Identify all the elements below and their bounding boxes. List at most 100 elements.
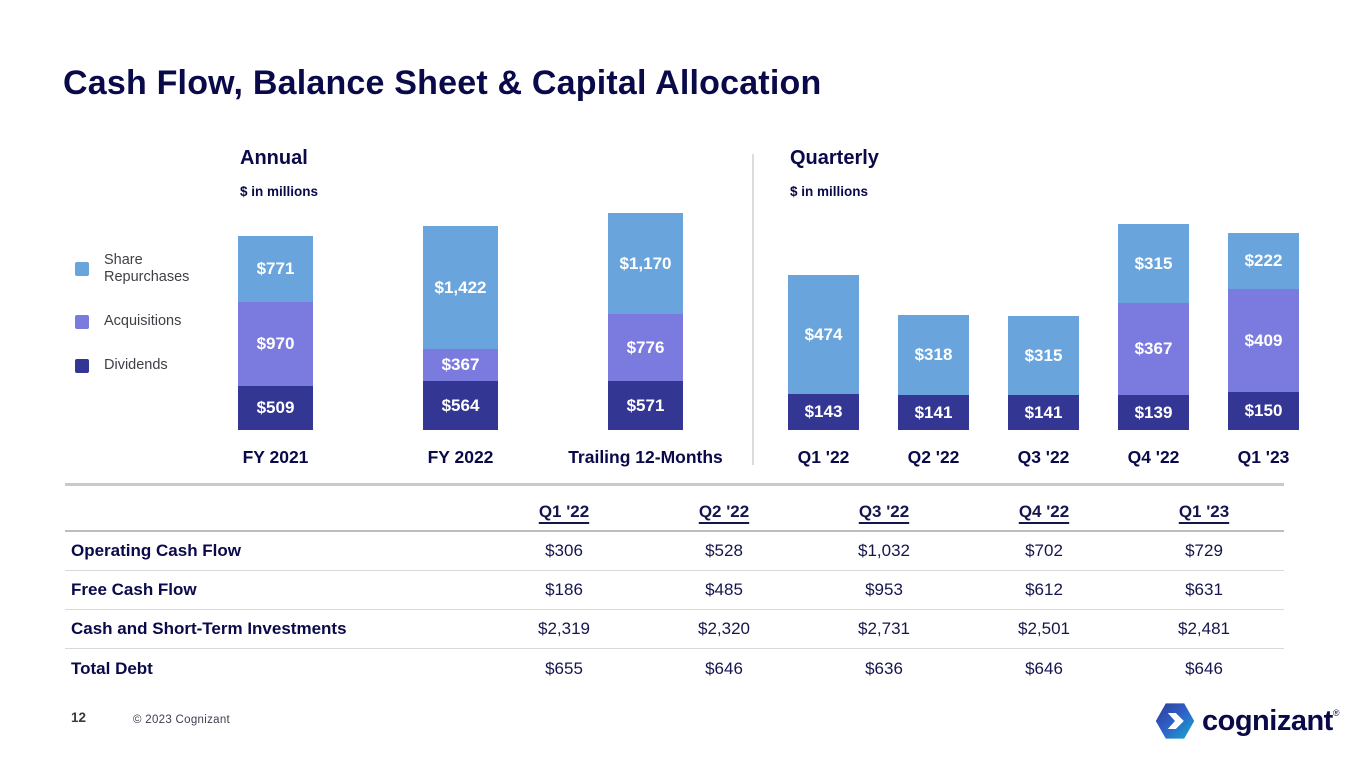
- table-value-cell: $485: [705, 580, 743, 599]
- bar-segment-dividends: $141: [898, 395, 969, 430]
- bar-segment-share-repurchases: $315: [1118, 224, 1189, 303]
- chart-divider-line: [752, 154, 754, 465]
- annual-chart-title: Annual: [240, 147, 308, 169]
- page-number: 12: [71, 710, 87, 725]
- bar-segment-dividends: $139: [1118, 395, 1189, 430]
- bar-segment-share-repurchases: $315: [1008, 316, 1079, 395]
- table-row: Total Debt $655 $646 $636 $646 $646: [65, 649, 1284, 688]
- legend-item-acquisitions: Acquisitions: [75, 313, 214, 330]
- legend-label: Dividends: [104, 357, 168, 374]
- legend-swatch-share-repurchases: [75, 262, 89, 277]
- bar-segment-dividends: $564: [423, 381, 498, 430]
- copyright-text: © 2023 Cognizant: [133, 714, 231, 726]
- table-value-cell: $655: [545, 658, 583, 678]
- bar-segment-acquisitions: $367: [1118, 303, 1189, 395]
- annual-chart-header: Annual $ in millions: [240, 147, 318, 199]
- legend-label: Acquisitions: [104, 313, 182, 330]
- table-value-cell: $612: [1025, 580, 1063, 599]
- bar-segment-share-repurchases: $222: [1228, 233, 1299, 289]
- bar-segment-dividends: $571: [608, 381, 683, 430]
- financial-metrics-table: Q1 '22 Q2 '22 Q3 '22 Q4 '22 Q1 '23 Operating…: [65, 483, 1284, 688]
- table-value-cell: $2,481: [1178, 619, 1230, 638]
- table-column-header: Q1 '23: [1178, 502, 1230, 521]
- category-label: Q2 '22: [907, 447, 960, 467]
- bar-segment-dividends: $150: [1228, 392, 1299, 430]
- table-value-cell: $2,731: [858, 619, 910, 638]
- table-row: Cash and Short-Term Investments $2,319 $2,…: [65, 610, 1284, 649]
- bar-segment-acquisitions: $367: [423, 349, 498, 381]
- bar-segment-acquisitions: $970: [238, 302, 313, 386]
- bar-fy-2022: $1,422 $367 $564 FY 2022: [423, 213, 498, 467]
- bar-segment-share-repurchases: $1,170: [608, 213, 683, 314]
- table-value-cell: $186: [545, 580, 583, 599]
- table-value-cell: $646: [1025, 658, 1063, 678]
- table-row-label: Free Cash Flow: [71, 580, 197, 599]
- bar-q2-22: $318 $141 Q2 '22: [898, 224, 969, 467]
- registered-trademark-symbol: ®: [1332, 707, 1340, 718]
- legend-item-dividends: Dividends: [75, 357, 214, 374]
- table-header-row: Q1 '22 Q2 '22 Q3 '22 Q4 '22 Q1 '23: [65, 486, 1284, 532]
- bar-segment-dividends: $509: [238, 386, 313, 430]
- bar-q1-22: $474 $143 Q1 '22: [788, 224, 859, 467]
- table-value-cell: $646: [1185, 658, 1223, 678]
- cognizant-wordmark: cognizant®: [1202, 704, 1340, 737]
- category-label: FY 2021: [242, 447, 309, 467]
- bar-fy-2021: $771 $970 $509 FY 2021: [238, 213, 313, 467]
- quarterly-stacked-bar-chart: $474 $143 Q1 '22 $318 $141 Q2 '22 $315 $141 Q3 '…: [788, 224, 1299, 467]
- quarterly-chart-subtitle: $ in millions: [790, 184, 869, 199]
- table-value-cell: $953: [865, 580, 903, 599]
- table-body: Operating Cash Flow $306 $528 $1,032 $702 $72…: [65, 532, 1284, 688]
- table-value-cell: $1,032: [858, 541, 910, 560]
- cognizant-logo: cognizant®: [1155, 701, 1339, 741]
- page-title: Cash Flow, Balance Sheet & Capital Alloc…: [63, 64, 822, 102]
- legend-label: Share Repurchases: [104, 252, 190, 286]
- bar-segment-acquisitions: $776: [608, 314, 683, 381]
- annual-stacked-bar-chart: $771 $970 $509 FY 2021 $1,422 $367 $564 FY 2022…: [238, 213, 723, 467]
- table-row-label: Cash and Short-Term Investments: [71, 619, 347, 638]
- table-row-label: Total Debt: [71, 658, 153, 678]
- legend-swatch-acquisitions: [75, 314, 89, 329]
- legend-swatch-dividends: [75, 358, 89, 373]
- category-label: Trailing 12-Months: [568, 447, 723, 467]
- category-label: Q1 '23: [1237, 447, 1290, 467]
- table-value-cell: $2,319: [538, 619, 590, 638]
- table-value-cell: $631: [1185, 580, 1223, 599]
- category-label: FY 2022: [427, 447, 494, 467]
- table-column-header: Q2 '22: [698, 502, 750, 521]
- table-row-label: Operating Cash Flow: [71, 541, 242, 560]
- bar-q3-22: $315 $141 Q3 '22: [1008, 224, 1079, 467]
- bar-segment-acquisitions: $409: [1228, 289, 1299, 392]
- table-value-cell: $2,320: [698, 619, 750, 638]
- table-value-cell: $2,501: [1018, 619, 1070, 638]
- bar-segment-share-repurchases: $474: [788, 275, 859, 394]
- table-value-cell: $636: [865, 658, 903, 678]
- table-value-cell: $729: [1185, 541, 1223, 560]
- legend-item-share-repurchases: Share Repurchases: [75, 252, 214, 286]
- bar-segment-dividends: $143: [788, 394, 859, 430]
- annual-chart-subtitle: $ in millions: [240, 184, 319, 199]
- bar-segment-dividends: $141: [1008, 395, 1079, 430]
- bar-segment-share-repurchases: $318: [898, 315, 969, 395]
- chart-legend: Share Repurchases Acquisitions Dividends: [75, 252, 214, 374]
- table-value-cell: $646: [705, 658, 743, 678]
- table-row: Operating Cash Flow $306 $528 $1,032 $702 $72…: [65, 532, 1284, 571]
- table-value-cell: $702: [1025, 541, 1063, 560]
- table-row: Free Cash Flow $186 $485 $953 $612 $631: [65, 571, 1284, 610]
- category-label: Q3 '22: [1017, 447, 1070, 467]
- table-column-header: Q3 '22: [858, 502, 910, 521]
- bar-segment-share-repurchases: $771: [238, 236, 313, 302]
- bar-q4-22: $315 $367 $139 Q4 '22: [1118, 224, 1189, 467]
- bar-q1-23: $222 $409 $150 Q1 '23: [1228, 224, 1299, 467]
- bar-trailing-12-months: $1,170 $776 $571 Trailing 12-Months: [568, 213, 723, 467]
- table-value-cell: $306: [545, 541, 583, 560]
- quarterly-chart-header: Quarterly $ in millions: [790, 147, 879, 199]
- table-column-header: Q4 '22: [1018, 502, 1070, 521]
- category-label: Q1 '22: [797, 447, 850, 467]
- table-header-empty-cell: [65, 522, 484, 530]
- table-column-header: Q1 '22: [538, 502, 590, 521]
- category-label: Q4 '22: [1127, 447, 1180, 467]
- table-value-cell: $528: [705, 541, 743, 560]
- bar-segment-share-repurchases: $1,422: [423, 226, 498, 349]
- cognizant-hexagon-icon: [1155, 703, 1195, 739]
